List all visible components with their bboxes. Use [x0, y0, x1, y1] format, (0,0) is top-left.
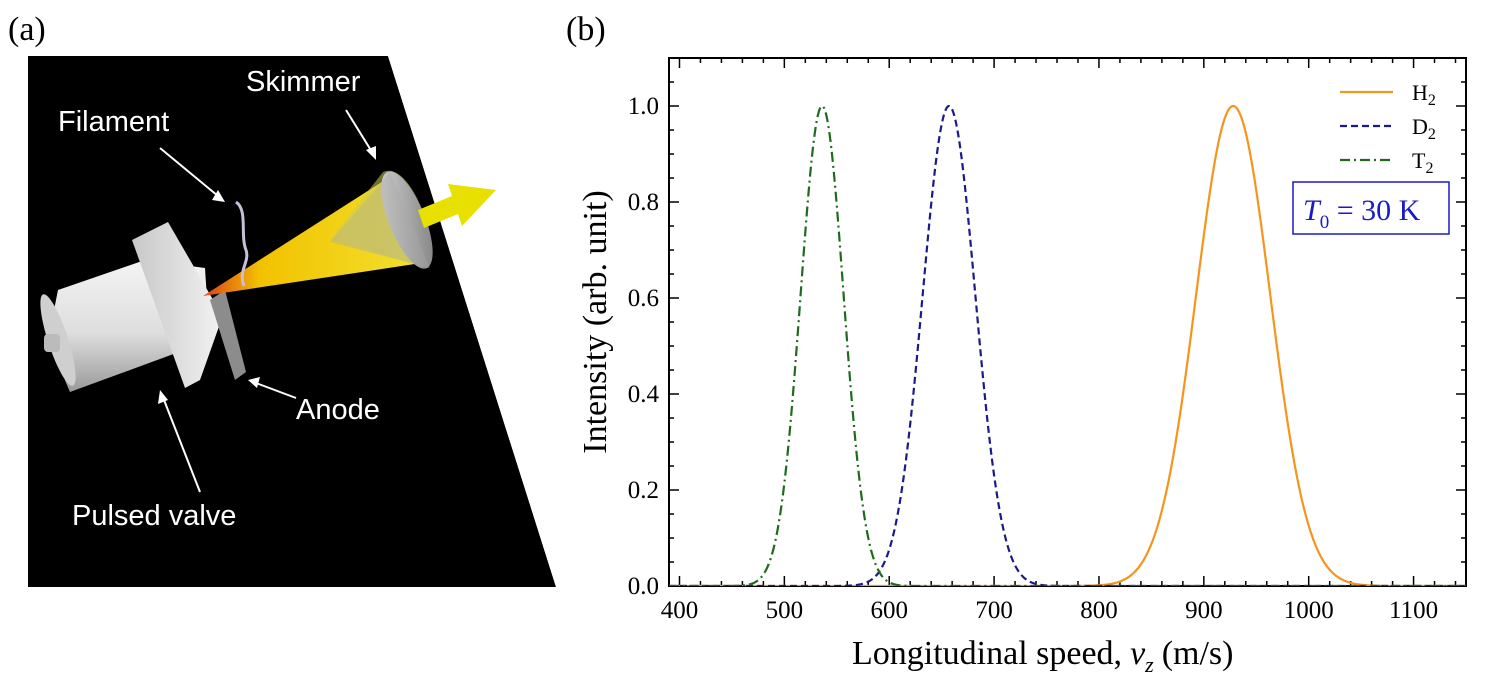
x-axis-title-symbol: v [1130, 635, 1146, 672]
pulsed-valve-drawing [40, 222, 246, 392]
y-tick-label: 0.4 [628, 381, 660, 408]
x-tick-label: 1100 [1389, 597, 1438, 624]
annotation-value: = 30 K [1329, 194, 1420, 227]
x-tick-label: 400 [661, 597, 699, 624]
x-tick-label: 600 [870, 597, 908, 624]
skimmer-shadow [330, 172, 430, 268]
x-tick-label: 500 [766, 597, 804, 624]
velocity-symbol: v [460, 136, 474, 169]
skimmer-pointer [345, 109, 373, 153]
velocity-arrow [418, 184, 496, 228]
pulsed-valve-pointer-head [158, 390, 168, 404]
plot-curves [669, 104, 1466, 586]
velocity-subscript: z [478, 154, 486, 174]
y-tick-label: 0.6 [628, 285, 659, 312]
y-tick-label: 1.0 [628, 93, 659, 120]
background-white-corner [388, 56, 556, 587]
y-tick-label: 0.2 [628, 477, 659, 504]
velocity-arrow-shape [418, 184, 496, 228]
skimmer-cone [381, 171, 433, 269]
axis-ticks [669, 57, 1466, 587]
apparatus-background [28, 56, 556, 587]
annotation-subscript: 0 [1320, 212, 1330, 233]
y-axis-title: Intensity (arb. unit) [577, 190, 614, 453]
y-tick-label: 0.8 [628, 189, 659, 216]
panel-b-label: (b) [566, 11, 606, 48]
skimmer-pointer-head [366, 146, 376, 160]
pulsed-valve-label: Pulsed valve [72, 500, 236, 532]
panel-a-label: (a) [8, 11, 46, 48]
annotation-text: T0 = 30 K [1303, 194, 1421, 233]
filament-label: Filament [58, 106, 169, 138]
x-tick-label: 700 [975, 597, 1013, 624]
plot-frame [668, 57, 1467, 587]
legend-label-t2: T2 [1412, 148, 1433, 177]
filament-wire [234, 200, 249, 287]
legend: H2 D2 T2 [1340, 80, 1436, 177]
legend-label-h2: H2 [1412, 80, 1436, 109]
x-axis-title-unit: (m/s) [1162, 635, 1234, 672]
x-tick-label: 900 [1185, 597, 1223, 624]
panel-a: (a) v z S [8, 11, 556, 587]
y-tick-label: 0.0 [628, 573, 659, 600]
valve-nozzle-stub [44, 334, 60, 352]
x-axis-title-subscript: z [1144, 652, 1154, 677]
filament-pointer [159, 147, 219, 197]
anode-pointer [255, 382, 297, 399]
skimmer-label: Skimmer [246, 66, 361, 98]
annotation-box [1292, 181, 1450, 235]
annotation-symbol: T [1303, 194, 1322, 227]
anode-pointer-head [248, 377, 260, 388]
velocity-vector-arrow [462, 129, 484, 139]
valve-flange [132, 222, 222, 388]
anode-plate [210, 290, 246, 380]
x-tick-label: 1000 [1284, 597, 1334, 624]
filament-pointer-head [212, 190, 225, 202]
series-line-d2 [669, 104, 1466, 586]
legend-label-d2: D2 [1412, 114, 1436, 143]
anode-label: Anode [296, 394, 380, 426]
x-tick-label: 800 [1080, 597, 1118, 624]
panel-b: (b) 400 500 600 700 800 900 1000 1100 0.0 0.2 0.4… [566, 11, 1467, 677]
temperature-annotation: T0 = 30 K [1292, 181, 1450, 235]
series-line-t2 [669, 104, 1466, 586]
y-tick-labels: 0.0 0.2 0.4 0.6 0.8 1.0 [628, 93, 660, 600]
x-axis-title-text: Longitudinal speed, [852, 635, 1122, 672]
series-line-h2 [669, 104, 1466, 586]
x-tick-labels: 400 500 600 700 800 900 1000 1100 [661, 597, 1438, 624]
pulsed-valve-pointer [163, 399, 201, 493]
skimmer-drawing [330, 170, 433, 269]
x-axis-title: Longitudinal speed, vz (m/s) [852, 635, 1234, 677]
